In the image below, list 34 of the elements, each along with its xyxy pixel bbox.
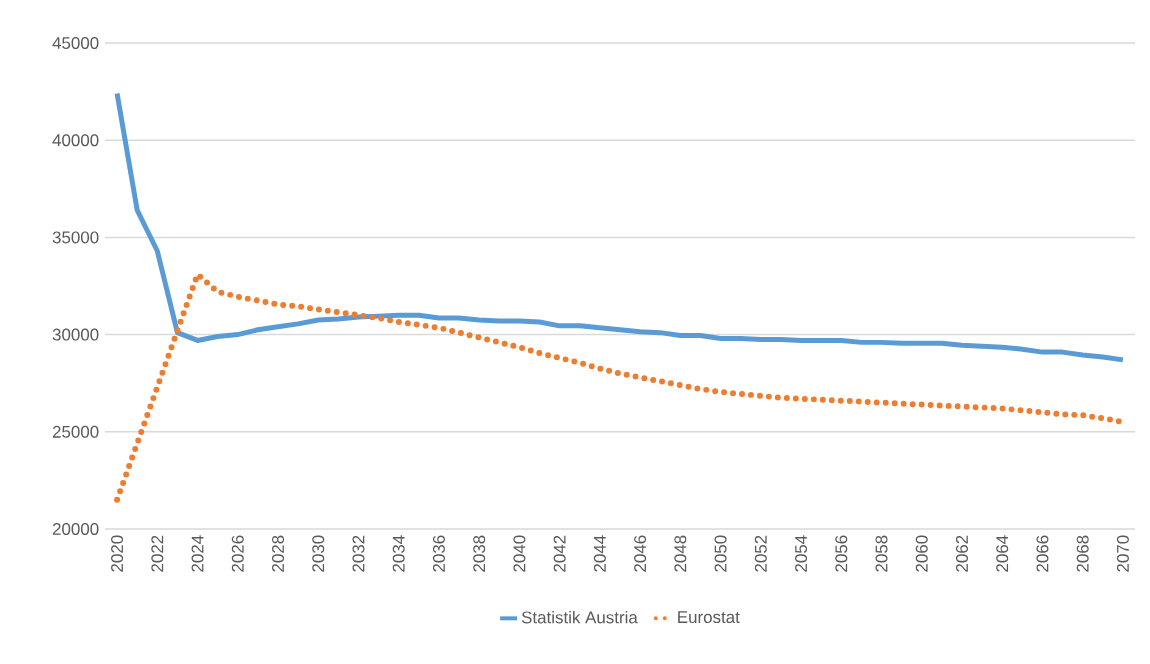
- y-tick-label: 20000: [52, 523, 99, 535]
- x-tick-label: 2040: [513, 535, 526, 572]
- x-tick-label: 2050: [714, 535, 727, 572]
- x-tick-label: 2026: [231, 535, 244, 572]
- y-tick-label: 40000: [52, 134, 99, 147]
- x-tick-label: 2046: [634, 535, 647, 572]
- x-tick-label: 2070: [1116, 535, 1129, 572]
- y-tick-label: 30000: [52, 328, 99, 341]
- x-tick-label: 2056: [835, 535, 848, 572]
- legend-label: Statistik Austria: [521, 610, 638, 624]
- x-tick-label: 2032: [352, 535, 365, 572]
- x-tick-label: 2068: [1076, 535, 1089, 572]
- x-tick-label: 2054: [795, 535, 808, 572]
- x-tick-label: 2044: [593, 535, 606, 572]
- x-tick-label: 2028: [272, 535, 285, 572]
- x-tick-label: 2060: [915, 535, 928, 572]
- x-tick-label: 2024: [191, 535, 204, 572]
- y-tick-label: 45000: [52, 37, 99, 49]
- x-tick-label: 2042: [553, 535, 566, 572]
- x-tick-label: 2034: [392, 535, 405, 572]
- x-tick-label: 2022: [151, 535, 164, 572]
- x-tick-label: 2062: [955, 535, 968, 572]
- legend-label: Eurostat: [678, 611, 740, 624]
- y-tick-label: 25000: [52, 425, 99, 438]
- x-tick-label: 2020: [111, 535, 124, 572]
- x-tick-label: 2036: [432, 535, 445, 572]
- x-tick-label: 2030: [312, 535, 325, 572]
- x-tick-label: 2066: [1036, 535, 1049, 572]
- x-tick-label: 2038: [473, 535, 486, 572]
- x-tick-label: 2052: [754, 535, 767, 572]
- x-tick-label: 2048: [674, 535, 687, 572]
- x-tick-label: 2058: [875, 535, 888, 572]
- x-tick-label: 2064: [996, 535, 1009, 572]
- y-tick-label: 35000: [52, 231, 99, 244]
